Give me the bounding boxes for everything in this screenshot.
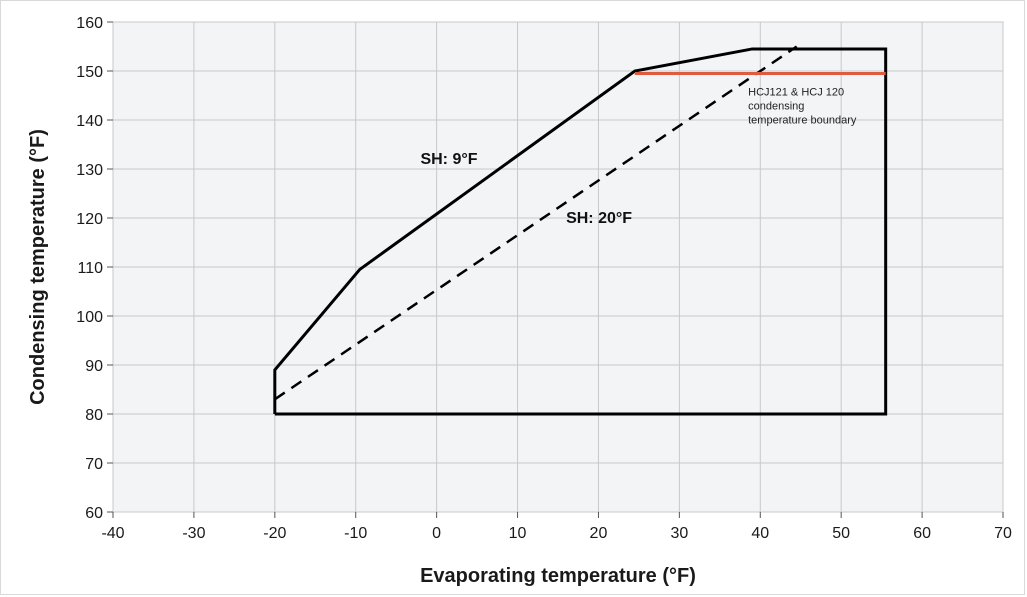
x-axis-title: Evaporating temperature (°F) — [420, 565, 696, 587]
y-tick-label: 150 — [76, 64, 103, 81]
x-tick-label: 10 — [509, 525, 527, 542]
x-tick-label: 0 — [432, 525, 441, 542]
x-tick-label: 20 — [590, 525, 608, 542]
x-tick-label: 70 — [994, 525, 1012, 542]
annotation-label: SH: 9°F — [420, 151, 477, 168]
annotations: SH: 9°F SH: 20°F HCJ121 & HCJ 120 condensin… — [420, 87, 856, 227]
x-tick-label: -20 — [263, 525, 286, 542]
y-tick-label: 90 — [85, 358, 103, 375]
y-tick-label: 140 — [76, 113, 103, 130]
x-tick-label: 40 — [751, 525, 769, 542]
y-tick-label: 70 — [85, 456, 103, 473]
boundary-note: HCJ121 & HCJ 120 condensing temperature bo… — [748, 87, 857, 127]
y-tick-label: 120 — [76, 211, 103, 228]
x-tick-label: -30 — [182, 525, 205, 542]
series-line-sh-20-f — [274, 45, 798, 401]
y-axis-ticks: 60 70 80 90 100 110 120 130 140 150 160 — [76, 15, 113, 522]
annotation-label: SH: 20°F — [566, 210, 632, 227]
y-tick-label: 130 — [76, 162, 103, 179]
boundary-note-line: condensing — [748, 101, 804, 113]
boundary-note-line: temperature boundary — [748, 115, 857, 127]
x-tick-label: 60 — [913, 525, 931, 542]
x-tick-label: 30 — [670, 525, 688, 542]
x-axis-ticks: -40 -30 -20 -10 0 10 20 30 40 50 60 70 — [101, 512, 1012, 542]
series-line-sh-9-f — [273, 47, 888, 416]
boundary-note-line: HCJ121 & HCJ 120 — [748, 87, 844, 99]
series-layer — [273, 45, 888, 416]
y-tick-label: 110 — [77, 260, 103, 277]
y-tick-label: 80 — [85, 407, 103, 424]
y-axis-title: Condensing temperature (°F) — [27, 129, 49, 405]
grid — [112, 21, 1004, 513]
x-tick-label: -10 — [344, 525, 367, 542]
x-tick-label: 50 — [832, 525, 850, 542]
x-tick-label: -40 — [101, 525, 124, 542]
y-tick-label: 60 — [85, 505, 103, 522]
y-tick-label: 160 — [76, 15, 103, 32]
y-tick-label: 100 — [76, 309, 103, 326]
